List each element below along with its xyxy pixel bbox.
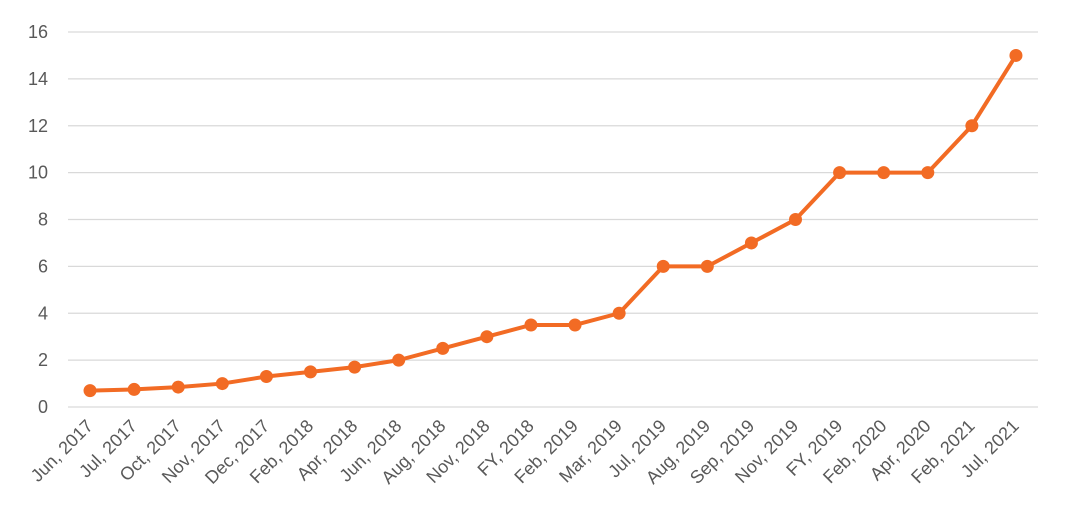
point — [83, 384, 97, 398]
point — [259, 370, 273, 384]
y-tick-label: 6 — [38, 256, 48, 276]
point — [524, 318, 538, 332]
point — [1009, 48, 1023, 62]
point — [480, 330, 494, 344]
point — [304, 365, 317, 379]
point — [612, 306, 626, 320]
point — [568, 318, 582, 332]
y-tick-label: 12 — [28, 116, 48, 136]
point — [833, 166, 847, 180]
point — [171, 380, 185, 394]
point — [921, 166, 935, 180]
y-tick-label: 4 — [38, 303, 48, 323]
line — [89, 54, 1018, 393]
y-tick-label: 2 — [38, 350, 48, 370]
y-tick-label: 10 — [28, 163, 48, 183]
y-tick-label: 16 — [28, 22, 48, 42]
point — [392, 353, 406, 367]
point — [348, 360, 362, 374]
point — [436, 341, 450, 355]
y-tick-label: 14 — [28, 69, 48, 89]
y-tick-label: 8 — [38, 210, 48, 230]
point — [656, 259, 670, 273]
y-tick-label: 0 — [38, 397, 48, 417]
point — [789, 213, 802, 226]
point — [700, 259, 714, 273]
point — [965, 119, 979, 133]
point — [215, 377, 229, 391]
point — [877, 166, 891, 180]
point — [127, 382, 141, 396]
point — [744, 236, 758, 250]
